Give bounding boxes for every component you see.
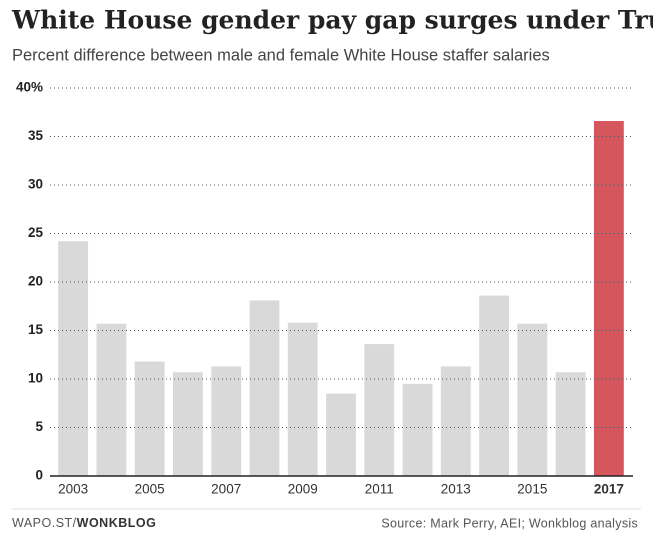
footer-site: WAPO.ST/ [12,516,77,530]
bar [134,361,165,476]
bar [249,300,280,476]
y-tick-label: 30 [28,177,43,192]
bar [326,393,356,476]
y-tick-label: 35 [28,128,44,143]
y-tick-label: 20 [28,274,43,289]
x-tick-label: 2007 [211,482,241,497]
y-tick-label: 40% [16,80,43,95]
bar [517,323,548,476]
bar [173,372,203,476]
bar [58,241,89,476]
x-tick-label: 2013 [441,482,471,497]
bar [479,295,509,476]
y-tick-label: 25 [28,225,44,240]
y-tick-label: 0 [35,468,43,483]
bar [211,366,242,476]
y-tick-label: 15 [28,322,44,337]
chart-title: White House gender pay gap surges under … [11,6,653,35]
bar [440,366,471,476]
x-tick-label: 2017 [594,482,624,497]
bar [555,372,586,476]
source: Source: Mark Perry, AEI; Wonkblog analys… [381,516,638,530]
bar [364,344,395,476]
footer-credit: WAPO.ST/WONKBLOG [12,516,156,530]
x-tick-label: 2003 [58,482,88,497]
y-tick-label: 5 [35,419,43,434]
footer-brand: WONKBLOG [77,516,157,530]
bar [402,383,433,476]
x-tick-label: 2009 [288,482,318,497]
x-tick-label: 2011 [365,482,394,497]
bar [287,322,318,476]
chart-subtitle: Percent difference between male and fema… [12,46,550,64]
bar [593,120,624,476]
x-tick-label: 2015 [517,482,547,497]
bar [96,323,127,476]
y-tick-label: 10 [28,371,43,386]
x-tick-label: 2005 [135,482,165,497]
